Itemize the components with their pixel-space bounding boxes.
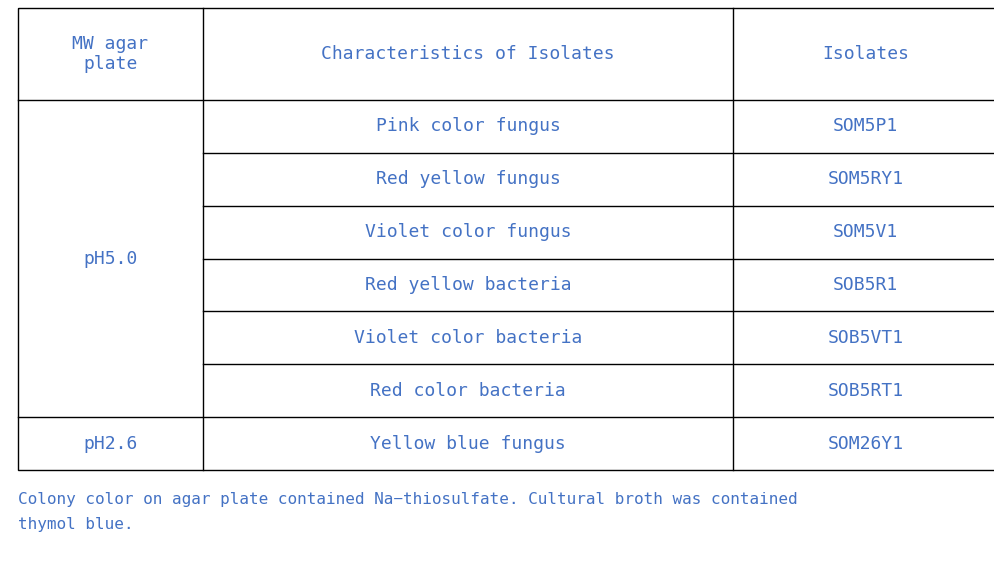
Text: Characteristics of Isolates: Characteristics of Isolates (321, 45, 614, 63)
Text: SOM5V1: SOM5V1 (832, 223, 898, 241)
Text: Yellow blue fungus: Yellow blue fungus (370, 434, 566, 452)
Text: SOM26Y1: SOM26Y1 (827, 434, 903, 452)
Text: Isolates: Isolates (821, 45, 909, 63)
Text: Red color bacteria: Red color bacteria (370, 382, 566, 400)
Text: Pink color fungus: Pink color fungus (375, 118, 560, 136)
Text: SOB5R1: SOB5R1 (832, 276, 898, 294)
Text: Red yellow bacteria: Red yellow bacteria (365, 276, 571, 294)
Text: Violet color bacteria: Violet color bacteria (354, 329, 581, 347)
Text: pH2.6: pH2.6 (83, 434, 137, 452)
Text: SOM5P1: SOM5P1 (832, 118, 898, 136)
Bar (18, 8, 994, 470)
Text: SOB5VT1: SOB5VT1 (827, 329, 903, 347)
Text: Violet color fungus: Violet color fungus (365, 223, 571, 241)
Text: Colony color on agar plate contained Na−thiosulfate. Cultural broth was containe: Colony color on agar plate contained Na−… (18, 492, 797, 531)
Text: MW agar
plate: MW agar plate (73, 35, 148, 73)
Text: SOB5RT1: SOB5RT1 (827, 382, 903, 400)
Text: Red yellow fungus: Red yellow fungus (375, 170, 560, 188)
Text: SOM5RY1: SOM5RY1 (827, 170, 903, 188)
Text: pH5.0: pH5.0 (83, 250, 137, 268)
